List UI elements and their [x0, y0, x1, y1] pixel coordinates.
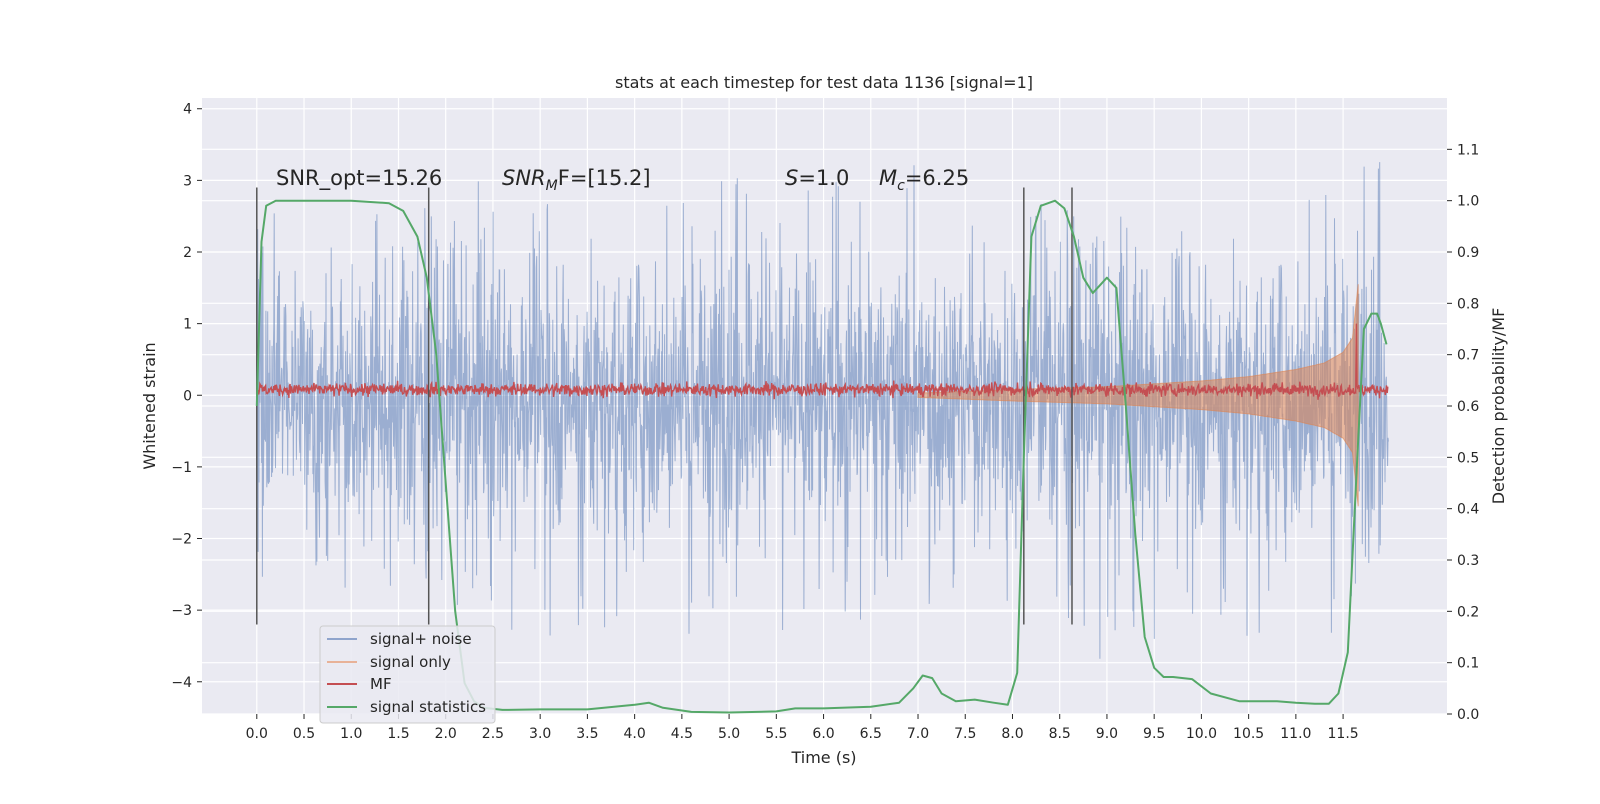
- annotation-snr-opt: SNR_opt=15.26: [276, 166, 442, 191]
- y2-tick-label: 0.0: [1457, 707, 1479, 723]
- x-tick-label: 2.0: [435, 726, 457, 742]
- y-tick-label: 2: [183, 245, 192, 261]
- x-tick-label: 0.5: [293, 726, 315, 742]
- y2-tick-label: 0.7: [1457, 348, 1479, 364]
- mf-line: [256, 323, 1389, 400]
- x-tick-label: 10.5: [1233, 726, 1264, 742]
- chart-title: stats at each timestep for test data 113…: [615, 73, 1033, 92]
- y-tick-label: 1: [183, 317, 192, 333]
- annotation-s: S=1.0: [785, 166, 849, 190]
- y2-tick-label: 0.6: [1457, 399, 1479, 415]
- x-tick-label: 1.0: [340, 726, 362, 742]
- s-symbol: S: [785, 166, 798, 190]
- y-tick-label: 0: [183, 388, 192, 404]
- x-tick-label: 6.0: [812, 726, 834, 742]
- x-tick-label: 6.5: [860, 726, 882, 742]
- x-tick-label: 11.0: [1280, 726, 1311, 742]
- x-tick-label: 11.5: [1328, 726, 1359, 742]
- annotations: SNR_opt=15.26 SNRMF=[15.2] S=1.0 Mc=6.25: [276, 166, 969, 194]
- y2-tick-label: 0.1: [1457, 656, 1479, 672]
- s-value: =1.0: [798, 166, 849, 190]
- y2-tick-label: 0.9: [1457, 245, 1479, 261]
- y2-tick-label: 0.3: [1457, 553, 1479, 569]
- plot-marks: [255, 162, 1389, 714]
- y2-tick-label: 0.5: [1457, 450, 1479, 466]
- y-tick-label: −3: [171, 603, 192, 619]
- legend-label-signal-noise: signal+ noise: [370, 630, 472, 648]
- legend-label-signal-statistics: signal statistics: [370, 698, 486, 716]
- x-tick-label: 8.5: [1049, 726, 1071, 742]
- y2-tick-label: 0.2: [1457, 604, 1479, 620]
- x-tick-label: 3.5: [576, 726, 598, 742]
- mc-symbol: M: [879, 166, 897, 190]
- y2-tick-label: 0.8: [1457, 296, 1479, 312]
- x-tick-label: 4.5: [671, 726, 693, 742]
- y-tick-label: −2: [171, 532, 192, 548]
- x-tick-label: 7.5: [954, 726, 976, 742]
- y-tick-label: −1: [171, 460, 192, 476]
- y-tick-label: −4: [171, 675, 192, 691]
- x-tick-label: 2.5: [482, 726, 504, 742]
- snr-mf-symbol: SNR: [502, 166, 546, 190]
- snr-mf-value: F=[15.2]: [558, 166, 651, 190]
- x-tick-label: 9.0: [1096, 726, 1118, 742]
- y2-axis-label: Detection probability/MF: [1489, 308, 1508, 505]
- x-tick-label: 10.0: [1186, 726, 1217, 742]
- axes: 0.0 0.5 1.0 1.5 2.0 2.5 3.0 3.5 4.0 4.5 5.0 5.5 6.0 6…: [171, 102, 1479, 742]
- legend: signal+ noise signal only MF signal stat…: [319, 625, 496, 724]
- signal-statistics-line: [255, 199, 1388, 714]
- x-tick-label: 4.0: [623, 726, 645, 742]
- x-tick-label: 5.0: [718, 726, 740, 742]
- mc-subscript: c: [897, 178, 905, 194]
- y2-tick-label: 1.1: [1457, 142, 1479, 158]
- x-tick-label: 5.5: [765, 726, 787, 742]
- legend-box: [319, 625, 496, 724]
- x-tick-label: 9.5: [1143, 726, 1165, 742]
- annotation-mc: Mc=6.25: [879, 166, 969, 194]
- annotation-snr-mf: SNRMF=[15.2]: [502, 166, 651, 194]
- x-tick-label: 0.0: [246, 726, 268, 742]
- y2-tick-label: 1.0: [1457, 194, 1479, 210]
- snr-mf-subscript: M: [546, 178, 558, 194]
- x-tick-label: 1.5: [387, 726, 409, 742]
- legend-label-signal-only: signal only: [370, 653, 451, 671]
- y-axis-label: Whitened strain: [140, 342, 159, 469]
- x-tick-label: 7.0: [907, 726, 929, 742]
- x-tick-label: 3.0: [529, 726, 551, 742]
- y2-tick-label: 0.4: [1457, 502, 1479, 518]
- y-tick-label: 3: [183, 173, 192, 189]
- x-tick-label: 8.0: [1001, 726, 1023, 742]
- y-tick-label: 4: [183, 102, 192, 118]
- x-axis-label: Time (s): [790, 748, 856, 767]
- mc-value: =6.25: [905, 166, 969, 190]
- legend-label-mf: MF: [370, 675, 392, 693]
